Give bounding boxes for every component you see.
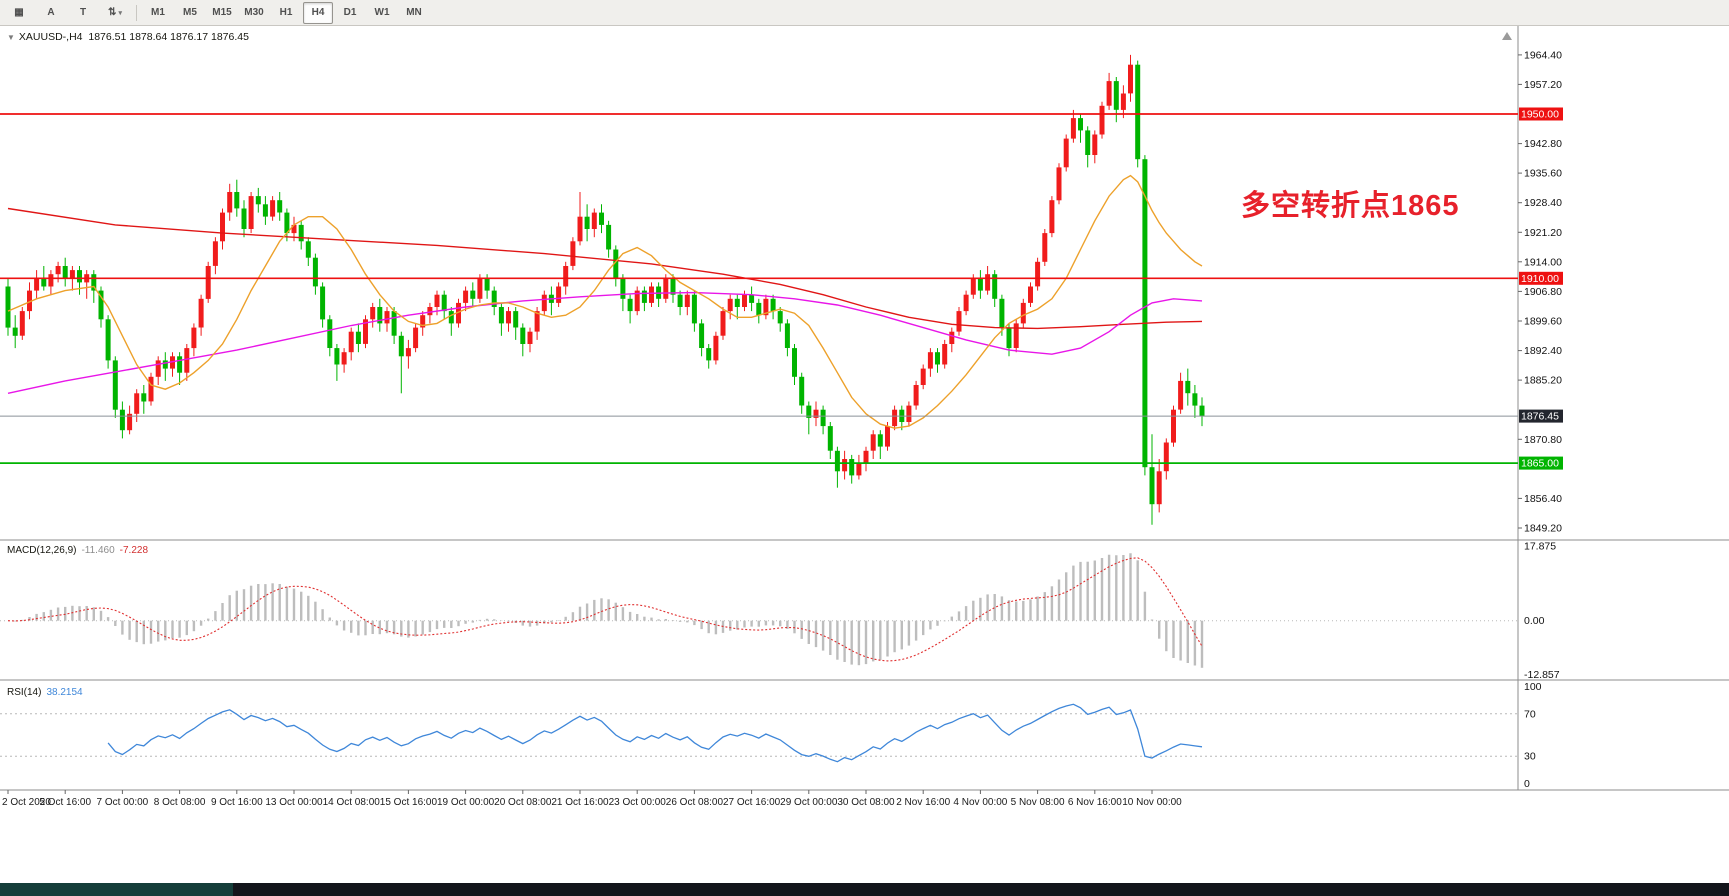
timeframe-button-m30[interactable]: M30 — [244, 7, 264, 18]
timeframe-button-h1[interactable]: H1 — [279, 7, 293, 18]
toolbar-separator — [136, 4, 137, 21]
price-badge-1910.00: 1910.00 — [1519, 271, 1563, 285]
svg-text:13 Oct 00:00: 13 Oct 00:00 — [265, 797, 323, 808]
svg-text:7 Oct 00:00: 7 Oct 00:00 — [97, 797, 149, 808]
timeframe-button-d1[interactable]: D1 — [343, 7, 357, 18]
svg-text:1914.00: 1914.00 — [1524, 256, 1562, 268]
svg-text:1856.40: 1856.40 — [1524, 493, 1562, 505]
price-badge-1950.00: 1950.00 — [1519, 107, 1563, 121]
svg-text:23 Oct 00:00: 23 Oct 00:00 — [609, 797, 667, 808]
svg-text:6 Nov 16:00: 6 Nov 16:00 — [1068, 797, 1122, 808]
svg-text:14 Oct 08:00: 14 Oct 08:00 — [323, 797, 381, 808]
svg-text:4 Nov 00:00: 4 Nov 00:00 — [953, 797, 1007, 808]
svg-text:1849.20: 1849.20 — [1524, 523, 1562, 535]
panel-separators — [0, 26, 1729, 791]
svg-text:5 Nov 08:00: 5 Nov 08:00 — [1011, 797, 1065, 808]
price-badge-1865.00: 1865.00 — [1519, 456, 1563, 470]
indicators-dropdown[interactable]: ⇅ ▾ — [108, 7, 122, 18]
svg-text:70: 70 — [1524, 708, 1536, 720]
rsi-panel[interactable]: 100 70 30 0 — [0, 681, 1542, 790]
svg-text:1910.00: 1910.00 — [1521, 273, 1559, 285]
svg-text:1906.80: 1906.80 — [1524, 286, 1562, 298]
macd-panel[interactable]: 17.875 0.00 -12.857 — [0, 540, 1560, 681]
macd-indicator-header: MACD(12,26,9) -11.460 -7.228 — [7, 545, 148, 556]
svg-text:1957.20: 1957.20 — [1524, 79, 1562, 91]
status-bar-left-segment — [0, 883, 233, 896]
arrow-text-tool-a[interactable]: A — [47, 7, 55, 18]
svg-text:8 Oct 08:00: 8 Oct 08:00 — [154, 797, 206, 808]
svg-text:19 Oct 00:00: 19 Oct 00:00 — [437, 797, 495, 808]
svg-text:1865.00: 1865.00 — [1521, 458, 1559, 470]
timeframe-button-h4[interactable]: H4 — [303, 1, 333, 24]
rsi-title: RSI(14) — [7, 687, 42, 698]
svg-text:1870.80: 1870.80 — [1524, 434, 1562, 446]
candles-layer — [5, 54, 1205, 525]
svg-text:1928.40: 1928.40 — [1524, 197, 1562, 209]
svg-text:27 Oct 16:00: 27 Oct 16:00 — [723, 797, 781, 808]
rsi-value: 38.2154 — [46, 687, 83, 698]
caret-down-icon: ▾ — [118, 9, 122, 17]
chart-canvas[interactable]: 1964.40 1957.20 1942.80 1935.60 1928.40 1921.… — [0, 26, 1729, 812]
svg-text:29 Oct 00:00: 29 Oct 00:00 — [780, 797, 838, 808]
svg-text:1950.00: 1950.00 — [1521, 109, 1559, 121]
svg-text:1885.20: 1885.20 — [1524, 375, 1562, 387]
svg-text:1892.40: 1892.40 — [1524, 345, 1562, 357]
svg-text:0: 0 — [1524, 778, 1530, 790]
timeframes-toolbar: M1 M5 M15 M30 H1 H4 D1 W1 MN — [142, 1, 430, 24]
toolbar: ▦ A T ⇅ ▾ M1 M5 M15 M30 H1 H4 D1 W1 MN — [0, 0, 1729, 26]
macd-main-value: -11.460 — [81, 545, 115, 556]
svg-text:9 Oct 16:00: 9 Oct 16:00 — [211, 797, 263, 808]
svg-text:1964.40: 1964.40 — [1524, 49, 1562, 61]
status-bar — [0, 883, 1729, 896]
svg-text:2 Oct 2020: 2 Oct 2020 — [2, 797, 51, 808]
rsi-line — [107, 703, 1203, 763]
svg-text:17.875: 17.875 — [1524, 540, 1556, 552]
ma-fast-orange — [7, 174, 1203, 429]
svg-text:1876.45: 1876.45 — [1521, 411, 1559, 423]
timeframe-button-mn[interactable]: MN — [406, 7, 422, 18]
svg-text:-12.857: -12.857 — [1524, 669, 1560, 681]
svg-text:2 Nov 16:00: 2 Nov 16:00 — [896, 797, 950, 808]
timeframe-button-m1[interactable]: M1 — [151, 7, 165, 18]
svg-text:0.00: 0.00 — [1524, 615, 1545, 627]
svg-text:21 Oct 16:00: 21 Oct 16:00 — [551, 797, 609, 808]
text-tool-t[interactable]: T — [79, 7, 87, 18]
ma-slow-red — [7, 207, 1203, 330]
svg-text:30 Oct 08:00: 30 Oct 08:00 — [837, 797, 895, 808]
bid-price-badge: 1876.45 — [1519, 409, 1563, 423]
chart-annotation-text[interactable]: 多空转折点1865 — [1241, 190, 1460, 222]
svg-text:100: 100 — [1524, 681, 1542, 693]
timeframe-button-m15[interactable]: M15 — [212, 7, 232, 18]
chart-symbol-header: ▼ XAUUSD-,H4 1876.51 1878.64 1876.17 1876… — [7, 31, 249, 43]
ma-medium-magenta — [7, 291, 1203, 394]
toolbar-tools-group: ▦ A T ⇅ ▾ — [3, 2, 131, 24]
svg-text:5 Oct 16:00: 5 Oct 16:00 — [39, 797, 91, 808]
charts-grid-icon[interactable]: ▦ — [14, 7, 24, 18]
svg-text:15 Oct 16:00: 15 Oct 16:00 — [380, 797, 438, 808]
svg-text:10 Nov 00:00: 10 Nov 00:00 — [1122, 797, 1182, 808]
timeframe-button-m5[interactable]: M5 — [183, 7, 197, 18]
svg-text:26 Oct 08:00: 26 Oct 08:00 — [666, 797, 724, 808]
svg-text:20 Oct 08:00: 20 Oct 08:00 — [494, 797, 552, 808]
price-axis[interactable]: 1964.40 1957.20 1942.80 1935.60 1928.40 1921.… — [1518, 49, 1562, 535]
ohlc-values: 1876.51 1878.64 1876.17 1876.45 — [88, 31, 249, 43]
svg-text:1899.60: 1899.60 — [1524, 316, 1562, 328]
chart-shift-marker[interactable] — [1502, 32, 1512, 40]
rsi-indicator-header: RSI(14) 38.2154 — [7, 687, 83, 698]
macd-title: MACD(12,26,9) — [7, 545, 77, 556]
macd-signal-line — [7, 557, 1203, 662]
svg-text:1921.20: 1921.20 — [1524, 227, 1562, 239]
svg-text:30: 30 — [1524, 751, 1536, 763]
collapse-triangle-icon[interactable]: ▼ — [7, 33, 15, 42]
svg-text:1942.80: 1942.80 — [1524, 138, 1562, 150]
macd-signal-value: -7.228 — [119, 545, 149, 556]
timeframe-button-w1[interactable]: W1 — [374, 7, 390, 18]
symbol-timeframe-label: XAUUSD-,H4 — [18, 31, 83, 43]
svg-text:1935.60: 1935.60 — [1524, 168, 1562, 180]
